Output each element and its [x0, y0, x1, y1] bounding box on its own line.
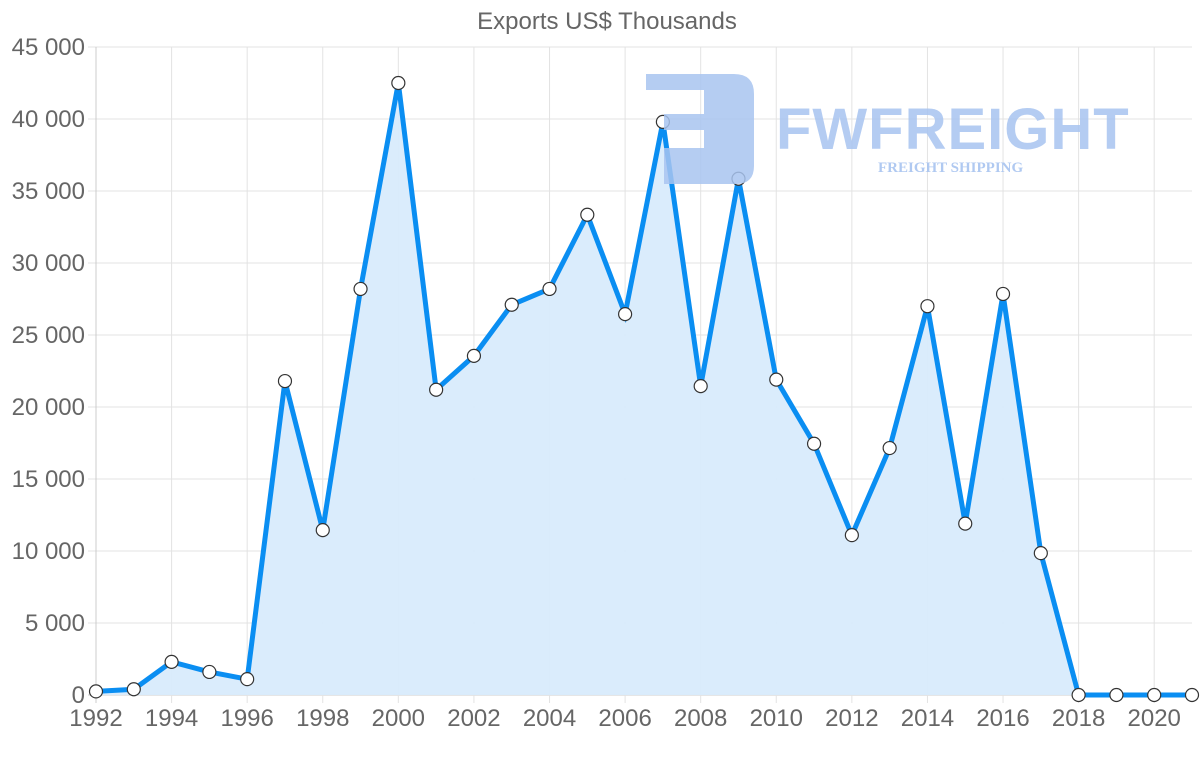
- data-point[interactable]: [618, 307, 633, 322]
- data-point[interactable]: [844, 528, 859, 543]
- data-point[interactable]: [1184, 687, 1200, 703]
- data-point[interactable]: [1033, 546, 1048, 561]
- y-axis: 0 5 000 10 000 15 000 20 000 25 000 30 000 35 0…: [12, 34, 85, 709]
- data-point[interactable]: [315, 523, 330, 538]
- y-tick-label: 40 000: [12, 106, 85, 133]
- x-tick-label: 2008: [674, 705, 727, 732]
- data-point[interactable]: [466, 348, 482, 363]
- data-point[interactable]: [504, 297, 519, 312]
- data-point[interactable]: [277, 373, 293, 389]
- data-point[interactable]: [1071, 687, 1086, 703]
- data-point[interactable]: [202, 664, 217, 680]
- y-tick-label: 0: [72, 682, 85, 709]
- data-point[interactable]: [995, 286, 1011, 302]
- x-tick-label: 2004: [523, 705, 576, 732]
- data-point[interactable]: [882, 440, 897, 456]
- y-tick-label: 45 000: [12, 34, 85, 61]
- y-tick-label: 5 000: [25, 610, 85, 637]
- x-tick-label: 2020: [1128, 705, 1181, 732]
- x-tick-label: 2010: [750, 705, 803, 732]
- data-point[interactable]: [1147, 687, 1162, 703]
- data-point[interactable]: [391, 75, 406, 91]
- data-point[interactable]: [1109, 687, 1124, 703]
- y-tick-label: 20 000: [12, 394, 85, 421]
- y-tick-label: 35 000: [12, 178, 85, 205]
- data-point[interactable]: [958, 516, 973, 531]
- x-tick-label: 1994: [145, 705, 198, 732]
- data-point[interactable]: [769, 372, 784, 387]
- x-tick-label: 1992: [69, 705, 122, 732]
- y-tick-label: 15 000: [12, 466, 85, 493]
- x-tick-label: 2016: [976, 705, 1029, 732]
- area-fill: [96, 83, 1192, 695]
- chart-title: Exports US$ Thousands: [477, 8, 737, 35]
- data-line: [95, 82, 1192, 698]
- y-tick-label: 25 000: [12, 322, 85, 349]
- data-point[interactable]: [542, 281, 557, 297]
- y-tick-label: 10 000: [12, 538, 85, 565]
- data-point[interactable]: [126, 682, 141, 697]
- data-points: [88, 75, 1200, 703]
- x-tick-label: 1998: [296, 705, 349, 732]
- data-point[interactable]: [580, 207, 595, 222]
- data-point[interactable]: [731, 171, 746, 186]
- data-point[interactable]: [353, 281, 368, 297]
- x-tick-label: 2014: [901, 705, 954, 732]
- x-tick-label: 2012: [825, 705, 878, 732]
- x-tick-label: 2000: [372, 705, 425, 732]
- x-axis: 1992 1994 1996 1998 2000 2002 2004 2006 2008 2010…: [69, 705, 1181, 732]
- data-point[interactable]: [693, 379, 708, 394]
- x-tick-label: 1996: [220, 705, 273, 732]
- data-point[interactable]: [164, 654, 179, 669]
- data-point[interactable]: [429, 382, 444, 397]
- x-tick-label: 2002: [447, 705, 500, 732]
- x-tick-label: 2018: [1052, 705, 1105, 732]
- y-tick-label: 30 000: [12, 250, 85, 277]
- x-tick-label: 2006: [598, 705, 651, 732]
- data-point[interactable]: [88, 684, 104, 699]
- data-point[interactable]: [920, 299, 935, 314]
- data-point[interactable]: [655, 114, 670, 129]
- data-point[interactable]: [240, 672, 255, 687]
- data-point[interactable]: [806, 436, 822, 451]
